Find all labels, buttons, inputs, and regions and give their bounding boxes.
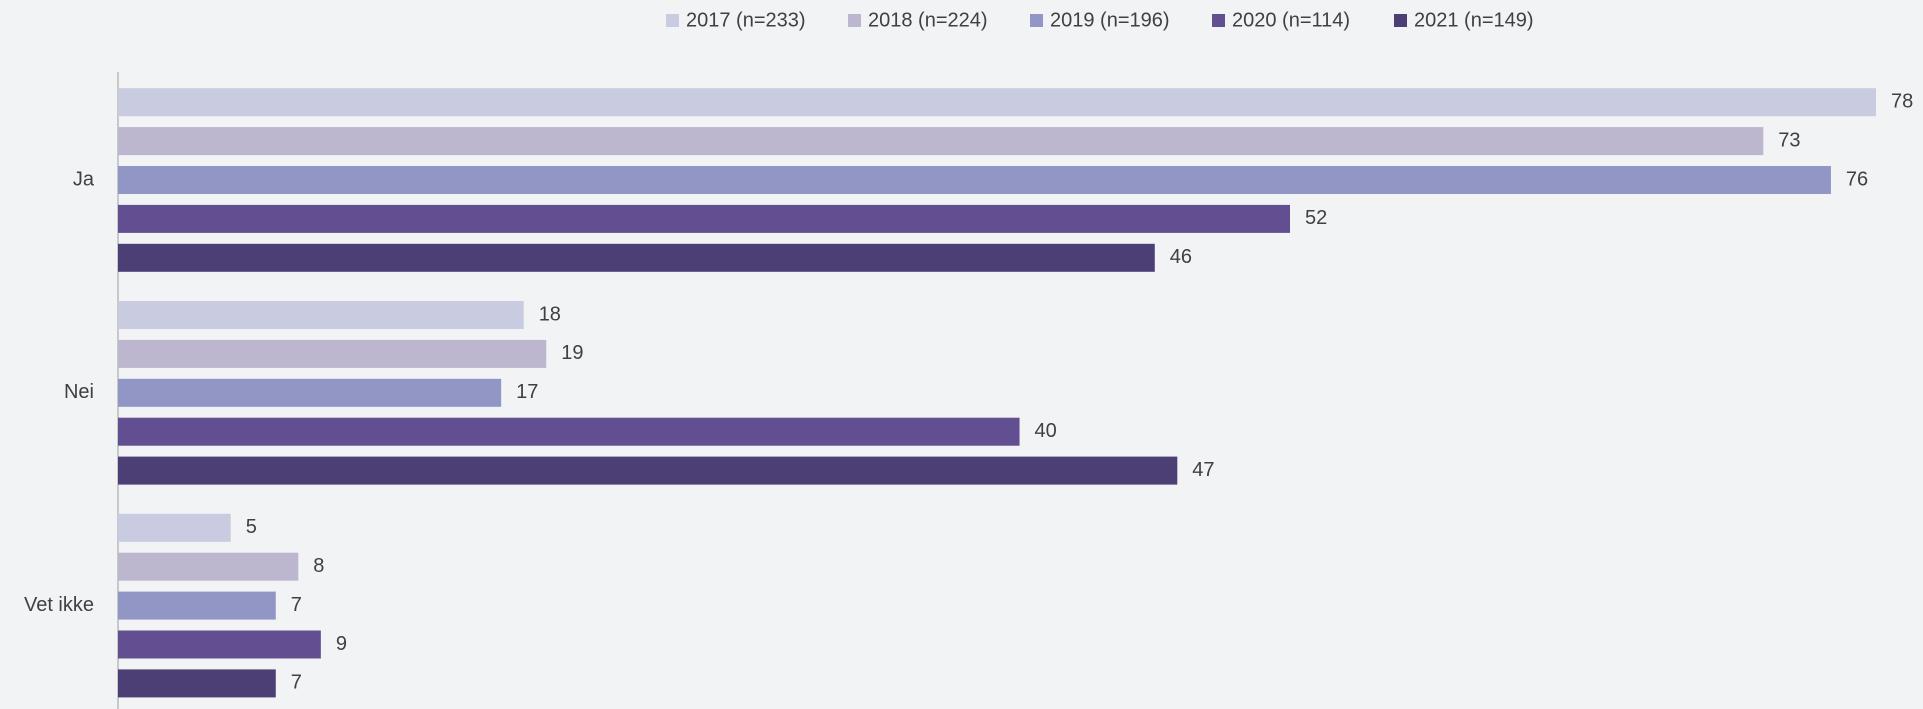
legend-label: 2020 (n=114) bbox=[1232, 9, 1350, 31]
value-label: 78 bbox=[1891, 90, 1913, 112]
value-label: 5 bbox=[246, 516, 257, 538]
value-label: 7 bbox=[291, 594, 302, 616]
value-label: 8 bbox=[313, 555, 324, 577]
bar bbox=[118, 417, 1020, 446]
bar bbox=[118, 166, 1831, 194]
bar bbox=[118, 591, 276, 620]
legend-swatch bbox=[1394, 14, 1407, 27]
category-label: Vet ikke bbox=[24, 594, 94, 616]
bar bbox=[118, 301, 524, 329]
bar bbox=[118, 243, 1155, 272]
bar bbox=[118, 630, 321, 659]
legend-swatch bbox=[1212, 14, 1225, 27]
bar bbox=[118, 456, 1178, 485]
bar bbox=[118, 339, 547, 368]
legend-label: 2017 (n=233) bbox=[686, 9, 806, 31]
bar bbox=[118, 204, 1290, 233]
value-label: 52 bbox=[1305, 207, 1327, 229]
legend-swatch bbox=[1030, 14, 1043, 27]
legend-label: 2021 (n=149) bbox=[1414, 9, 1534, 31]
category-label: Ja bbox=[73, 168, 95, 190]
value-label: 7 bbox=[291, 672, 302, 694]
value-label: 73 bbox=[1778, 129, 1800, 151]
bar bbox=[118, 513, 231, 542]
legend-swatch bbox=[666, 14, 679, 27]
value-label: 47 bbox=[1192, 459, 1214, 481]
bar bbox=[118, 669, 276, 698]
value-label: 19 bbox=[561, 342, 583, 364]
legend-label: 2019 (n=196) bbox=[1050, 9, 1170, 31]
bar bbox=[118, 88, 1876, 117]
value-label: 40 bbox=[1035, 420, 1057, 442]
value-label: 76 bbox=[1846, 168, 1868, 190]
value-label: 9 bbox=[336, 633, 347, 655]
bar bbox=[118, 552, 299, 581]
value-label: 18 bbox=[539, 303, 561, 325]
value-label: 17 bbox=[516, 381, 538, 403]
legend-swatch bbox=[848, 14, 861, 27]
bar bbox=[118, 378, 502, 407]
value-label: 46 bbox=[1170, 246, 1192, 268]
category-label: Nei bbox=[64, 381, 94, 403]
bar bbox=[118, 127, 1764, 156]
legend-label: 2018 (n=224) bbox=[868, 9, 988, 31]
